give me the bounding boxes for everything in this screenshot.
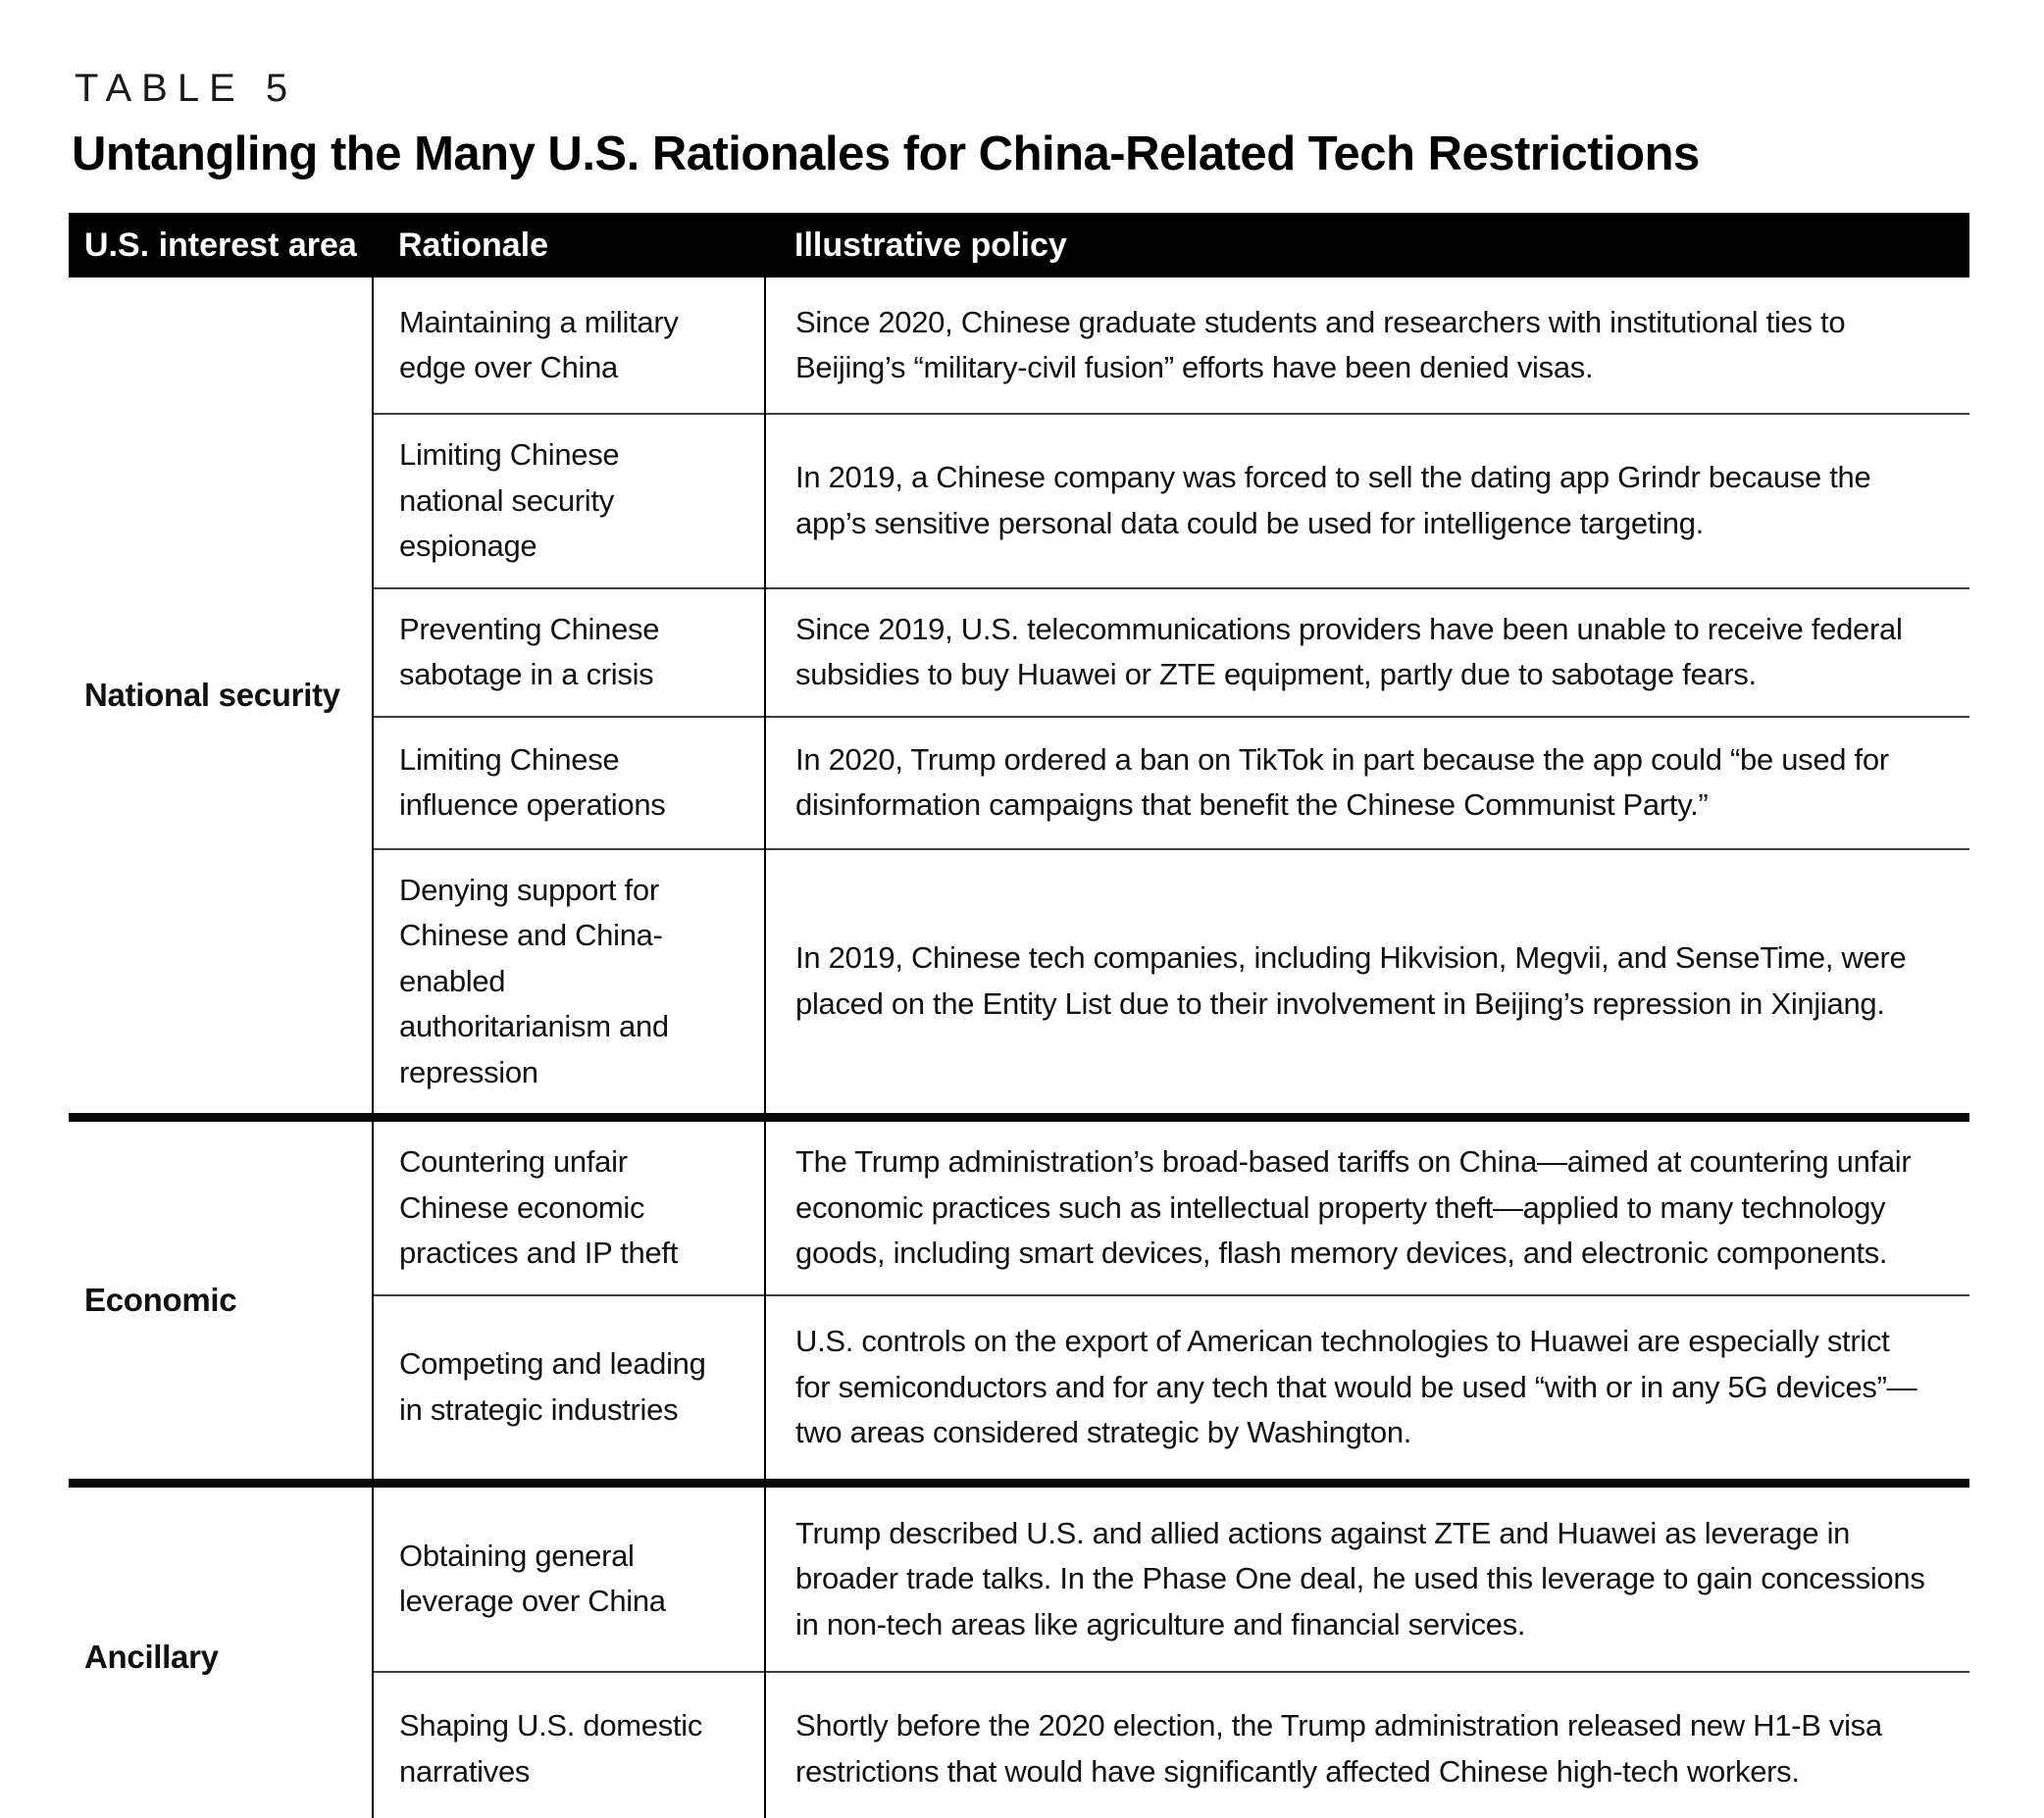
rationale-cell: Competing and leading in strategic indus…: [372, 1293, 765, 1484]
table-row: Competing and leading in strategic indus…: [69, 1293, 1969, 1484]
column-header-rationale: Rationale: [373, 213, 765, 278]
policy-cell: U.S. controls on the export of American …: [764, 1293, 1969, 1484]
policy-cell: Since 2019, U.S. telecommunications prov…: [764, 586, 1969, 717]
rationale-cell: Maintaining a military edge over China: [372, 278, 765, 414]
table-row: Limiting Chinese influence operations In…: [69, 715, 1969, 849]
table-label: TABLE 5: [75, 67, 298, 110]
policy-cell: Trump described U.S. and allied actions …: [764, 1479, 1969, 1672]
table-row: Ancillary Obtaining general leverage ove…: [69, 1479, 1969, 1818]
policy-table: U.S. interest area Rationale Illustrativ…: [69, 213, 1969, 1818]
table-row: National security Maintaining a military…: [69, 278, 1969, 713]
table-row: Preventing Chinese sabotage in a crisis …: [69, 586, 1969, 717]
rationale-cell: Preventing Chinese sabotage in a crisis: [372, 586, 765, 717]
policy-cell: In 2020, Trump ordered a ban on TikTok i…: [764, 715, 1969, 849]
rationale-cell: Limiting Chinese national security espio…: [372, 413, 765, 588]
section-label-ancillary: Ancillary: [69, 1479, 373, 1818]
policy-cell: The Trump administration’s broad-based t…: [764, 1113, 1969, 1295]
column-header-interest-area: U.S. interest area: [69, 213, 373, 278]
table-header-row: U.S. interest area Rationale Illustrativ…: [69, 213, 1969, 278]
table-row: Shaping U.S. domestic narratives Shortly…: [69, 1670, 1969, 1818]
rationale-cell: Limiting Chinese influence operations: [372, 715, 765, 849]
policy-cell: Shortly before the 2020 election, the Tr…: [764, 1670, 1969, 1818]
rationale-cell: Countering unfair Chinese economic pract…: [372, 1113, 765, 1295]
rationale-cell: Shaping U.S. domestic narratives: [372, 1670, 765, 1818]
policy-cell: Since 2020, Chinese graduate students an…: [764, 278, 1969, 414]
table-row: Denying support for Chinese and China-en…: [69, 847, 1969, 1118]
column-header-illustrative-policy: Illustrative policy: [765, 213, 1969, 278]
table-row: Economic Countering unfair Chinese econo…: [69, 1113, 1969, 1484]
rationale-cell: Denying support for Chinese and China-en…: [372, 847, 765, 1118]
policy-cell: In 2019, Chinese tech companies, includi…: [764, 847, 1969, 1118]
rationale-cell: Obtaining general leverage over China: [372, 1479, 765, 1672]
section-label-national-security: National security: [84, 677, 340, 714]
page-title: Untangling the Many U.S. Rationales for …: [72, 127, 1700, 180]
policy-cell: In 2019, a Chinese company was forced to…: [764, 413, 1969, 588]
table-row: Limiting Chinese national security espio…: [69, 413, 1969, 588]
section-label-economic: Economic: [69, 1113, 373, 1484]
